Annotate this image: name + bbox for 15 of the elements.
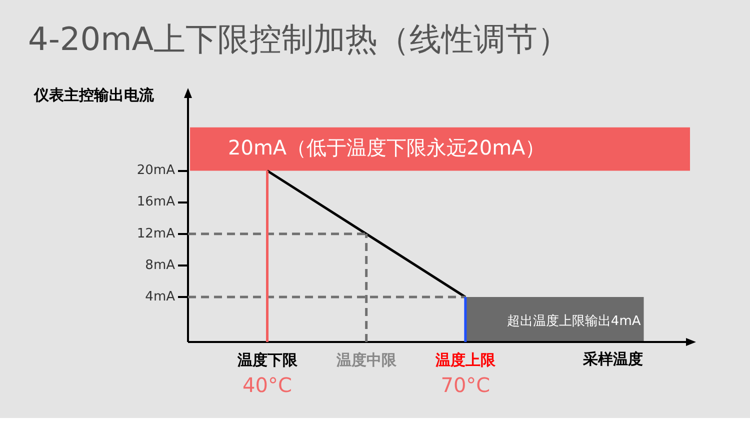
y-tick-label: 20mA	[136, 163, 176, 178]
y-tick-label: 4mA	[145, 289, 176, 304]
annotation: 温度中限	[335, 350, 398, 369]
chart-title: 4-20mA上下限控制加热（线性调节）	[28, 19, 570, 60]
band-label: 20mA（低于温度下限永远20mA）	[228, 135, 546, 160]
x-tick-label: 40°C	[242, 373, 292, 398]
y-axis-title: 仪表主控输出电流	[34, 86, 154, 105]
band-label: 超出温度上限输出4mA	[506, 312, 641, 329]
annotation: 温度下限	[236, 350, 298, 369]
y-tick-label: 16mA	[136, 194, 176, 210]
x-axis-title: 采样温度	[583, 350, 643, 369]
x-tick-label: 70°C	[440, 373, 490, 398]
y-tick-label: 12mA	[136, 226, 176, 242]
y-tick-label: 8mA	[145, 258, 176, 273]
annotation: 温度上限	[434, 350, 496, 369]
